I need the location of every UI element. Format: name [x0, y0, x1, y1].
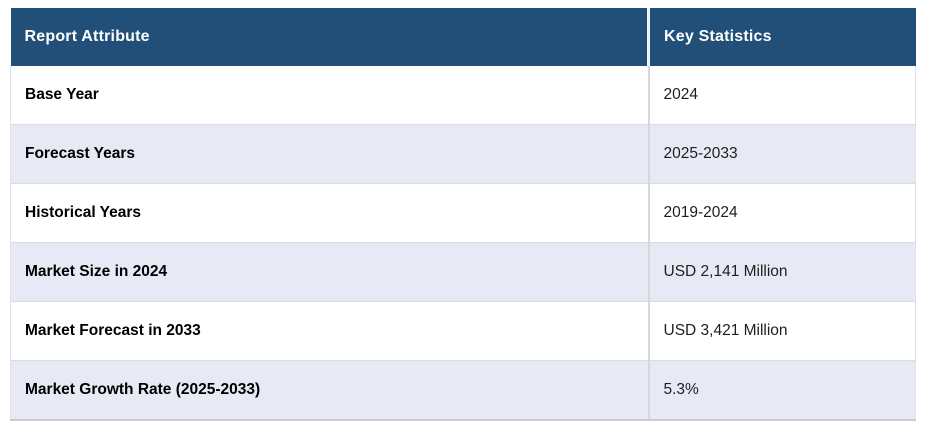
attribute-cell: Forecast Years	[10, 124, 650, 184]
report-attributes-table: Report Attribute Key Statistics Base Yea…	[10, 8, 916, 421]
attribute-cell: Market Size in 2024	[10, 242, 650, 302]
column-header-key-statistics: Key Statistics	[648, 8, 916, 66]
table-row: Market Forecast in 2033 USD 3,421 Millio…	[10, 301, 916, 361]
table-row: Market Growth Rate (2025-2033) 5.3%	[10, 360, 916, 421]
table-row: Market Size in 2024 USD 2,141 Million	[10, 242, 916, 302]
value-cell: 2024	[648, 66, 916, 125]
table-row: Forecast Years 2025-2033	[10, 124, 916, 184]
table-header-row: Report Attribute Key Statistics	[10, 8, 916, 66]
column-header-report-attribute: Report Attribute	[10, 8, 650, 66]
value-cell: 2019-2024	[648, 183, 916, 243]
table-row: Base Year 2024	[10, 66, 916, 125]
value-cell: USD 3,421 Million	[648, 301, 916, 361]
attribute-cell: Market Forecast in 2033	[10, 301, 650, 361]
attribute-cell: Base Year	[10, 66, 650, 125]
value-cell: USD 2,141 Million	[648, 242, 916, 302]
value-cell: 5.3%	[648, 360, 916, 421]
attribute-cell: Historical Years	[10, 183, 650, 243]
table-row: Historical Years 2019-2024	[10, 183, 916, 243]
value-cell: 2025-2033	[648, 124, 916, 184]
attribute-cell: Market Growth Rate (2025-2033)	[10, 360, 650, 421]
